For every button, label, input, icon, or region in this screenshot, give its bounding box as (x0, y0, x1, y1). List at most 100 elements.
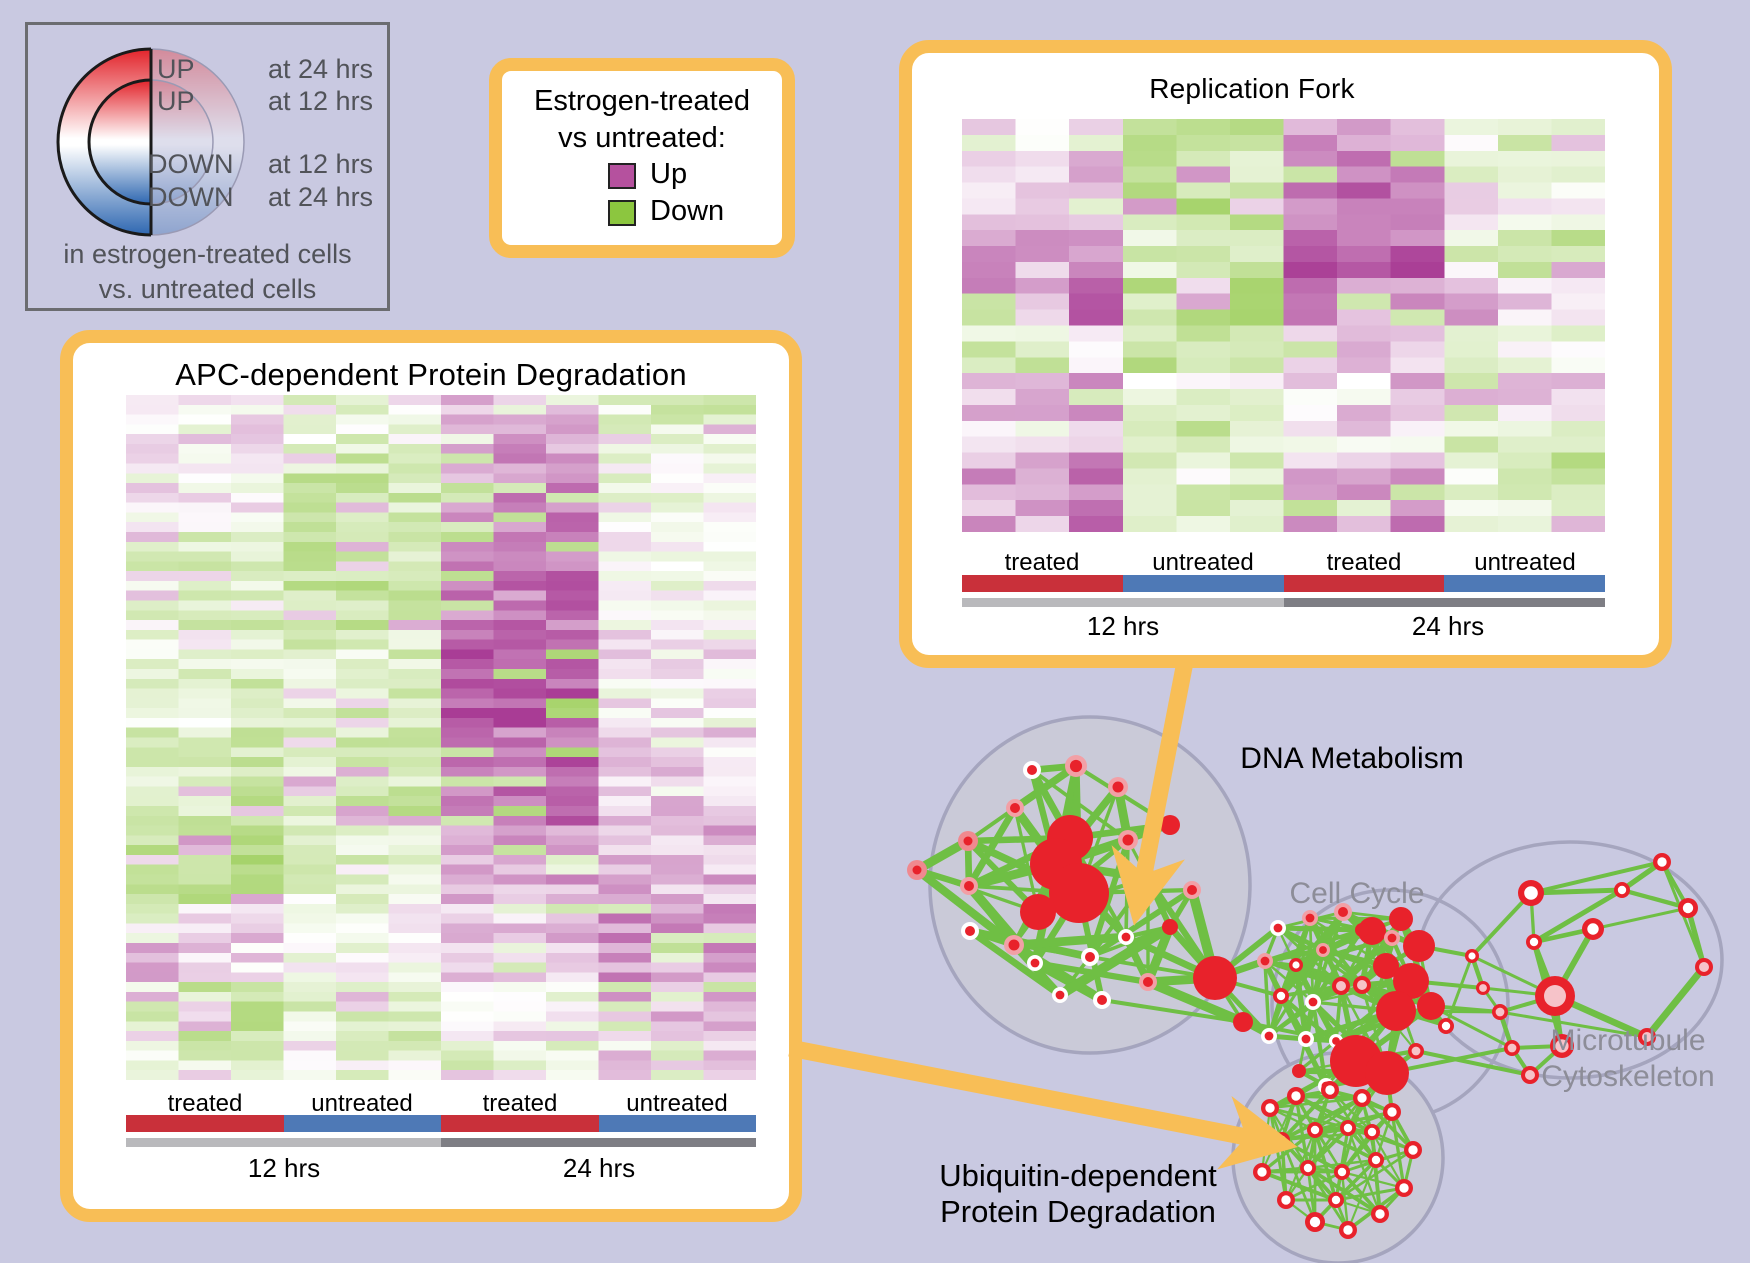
network-edge (1011, 805, 1060, 867)
heatmap-cell (1015, 436, 1070, 454)
heatmap-cell (703, 571, 756, 582)
network-node (1289, 958, 1303, 972)
heatmap-cell (1390, 500, 1445, 517)
network-node-circle (963, 836, 973, 846)
heatmap-cell (962, 293, 1017, 311)
network-node-circle (1187, 885, 1197, 895)
heatmap-cell (441, 796, 495, 807)
heatmap-cell (546, 532, 600, 543)
network-edge (1306, 1167, 1350, 1231)
network-edge (1262, 959, 1284, 998)
network-node-circle (1257, 953, 1273, 969)
heatmap-cell (598, 1060, 652, 1071)
heatmap-cell (441, 952, 495, 964)
network-bridge-edge (1213, 957, 1267, 982)
heatmap-cell (388, 532, 442, 543)
heatmap-cell (493, 483, 547, 494)
heatmap-cell (283, 903, 337, 915)
heatmap-cell (1497, 182, 1552, 199)
heatmap-cell (1229, 373, 1285, 390)
heatmap-cell (651, 1021, 705, 1032)
heatmap-cell (441, 522, 495, 533)
heatmap-cell (1551, 468, 1605, 485)
heatmap-cell (441, 854, 495, 866)
heatmap-cell (1069, 277, 1124, 295)
heatmap-cell (703, 620, 756, 631)
network-node (1273, 988, 1289, 1004)
network-edge (1295, 1088, 1331, 1098)
heatmap-cell (493, 1001, 547, 1013)
heatmap-cell (1069, 404, 1124, 422)
network-bridge-edge (1430, 1004, 1501, 1014)
heatmap-cell (388, 923, 442, 934)
heatmap-cell (441, 923, 495, 934)
network-edge (916, 866, 970, 890)
heatmap-cell (703, 952, 756, 964)
heatmap-cell (441, 933, 495, 944)
network-edge (1306, 1129, 1317, 1169)
heatmap-cell (1015, 277, 1070, 295)
network-node (1334, 1164, 1350, 1180)
heatmap-cell (1444, 325, 1499, 342)
network-edge (1334, 1039, 1358, 1063)
heatmap-cell (441, 835, 495, 846)
heatmap-cell (283, 649, 337, 660)
network-edge (1384, 944, 1421, 968)
heatmap-cell (493, 551, 547, 562)
heatmap-cell (126, 815, 180, 827)
network-edge (1298, 1059, 1357, 1073)
heatmap-cell (598, 747, 652, 758)
heatmap-cell (336, 1040, 390, 1052)
heatmap-cell (388, 629, 442, 641)
network-node-circle (1265, 1103, 1275, 1113)
heatmap-cell (651, 659, 705, 670)
network-node-circle (1357, 980, 1367, 990)
heatmap-cell (231, 678, 285, 690)
microtubule-cluster (1416, 840, 1724, 1080)
heatmap-cell (388, 551, 442, 562)
heatmap-cell (178, 991, 232, 1003)
heatmap-cell (126, 864, 180, 876)
heatmap-cell (336, 1070, 390, 1080)
heatmap-cell (441, 737, 495, 748)
heatmap-cell (546, 825, 600, 836)
heatmap-cell (598, 835, 652, 846)
heatmap-cell (598, 1050, 652, 1061)
heatmap-cell (336, 561, 390, 572)
network-edge (1088, 887, 1194, 960)
network-edge (1013, 943, 1091, 959)
heatmap-cell (126, 580, 180, 592)
heatmap-cell (283, 747, 337, 758)
network-node-circle (1049, 863, 1109, 923)
heatmap-cell (1444, 389, 1499, 406)
heatmap-cell (336, 541, 390, 553)
heatmap-cell (178, 874, 232, 885)
network-node (1108, 777, 1128, 797)
heatmap-cell (651, 923, 705, 934)
heatmap-cell (493, 1021, 547, 1032)
network-edge (1031, 863, 1060, 964)
heatmap-cell (703, 874, 756, 885)
network-edge (1361, 928, 1393, 940)
apc-treated-bar-12 (126, 1115, 284, 1132)
heatmap-cell (178, 972, 232, 983)
heatmap-cell (126, 649, 180, 660)
heatmap-cell (336, 1001, 390, 1013)
heatmap-cell (703, 845, 756, 856)
network-edge (1390, 1111, 1415, 1151)
network-node-circle (1468, 952, 1476, 960)
heatmap-cell (336, 414, 390, 425)
network-node-circle (1657, 857, 1667, 867)
heatmap-cell (1337, 516, 1392, 532)
heatmap-cell (598, 678, 652, 690)
network-edge (1340, 918, 1402, 987)
heatmap-cell (1283, 119, 1338, 136)
heatmap-cell (651, 669, 705, 680)
heatmap-cell (1283, 389, 1338, 406)
heatmap-cell (703, 1001, 756, 1013)
network-edge (1277, 910, 1344, 930)
network-edge (965, 882, 1039, 967)
heatmap-cell (283, 757, 337, 768)
network-node (1277, 1191, 1295, 1209)
network-edge (1076, 892, 1105, 1001)
